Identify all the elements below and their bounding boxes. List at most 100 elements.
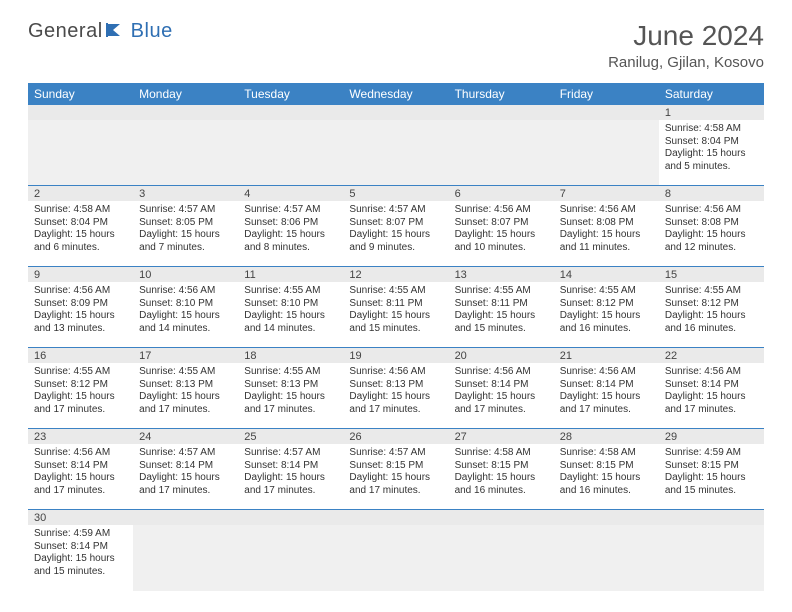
day-number bbox=[133, 510, 238, 525]
daylight-text: Daylight: 15 hours and 11 minutes. bbox=[560, 229, 653, 254]
daylight-text: Daylight: 15 hours and 14 minutes. bbox=[244, 310, 337, 335]
daylight-text: Daylight: 15 hours and 16 minutes. bbox=[560, 310, 653, 335]
daylight-text: Daylight: 15 hours and 6 minutes. bbox=[34, 229, 127, 254]
daylight-text: Daylight: 15 hours and 17 minutes. bbox=[139, 472, 232, 497]
day-number: 12 bbox=[343, 267, 448, 282]
sunrise-text: Sunrise: 4:59 AM bbox=[665, 447, 758, 460]
day-number: 13 bbox=[449, 267, 554, 282]
sunset-text: Sunset: 8:14 PM bbox=[34, 460, 127, 473]
day-cell: Sunrise: 4:55 AMSunset: 8:13 PMDaylight:… bbox=[133, 363, 238, 429]
day-number bbox=[554, 510, 659, 525]
daylight-text: Daylight: 15 hours and 17 minutes. bbox=[455, 391, 548, 416]
day-number: 2 bbox=[28, 186, 133, 201]
day-number bbox=[133, 105, 238, 120]
title-block: June 2024 Ranilug, Gjilan, Kosovo bbox=[608, 20, 764, 71]
day-cell: Sunrise: 4:56 AMSunset: 8:10 PMDaylight:… bbox=[133, 282, 238, 348]
sunrise-text: Sunrise: 4:56 AM bbox=[455, 366, 548, 379]
day-number bbox=[659, 510, 764, 525]
week-daynum-row: 2345678 bbox=[28, 186, 764, 201]
day-cell: Sunrise: 4:55 AMSunset: 8:11 PMDaylight:… bbox=[343, 282, 448, 348]
dayname-wednesday: Wednesday bbox=[343, 83, 448, 105]
sunrise-text: Sunrise: 4:58 AM bbox=[455, 447, 548, 460]
sunset-text: Sunset: 8:14 PM bbox=[455, 379, 548, 392]
day-cell: Sunrise: 4:56 AMSunset: 8:13 PMDaylight:… bbox=[343, 363, 448, 429]
sunrise-text: Sunrise: 4:57 AM bbox=[244, 447, 337, 460]
sunset-text: Sunset: 8:14 PM bbox=[139, 460, 232, 473]
week-row: Sunrise: 4:56 AMSunset: 8:09 PMDaylight:… bbox=[28, 282, 764, 348]
week-row: Sunrise: 4:58 AMSunset: 8:04 PMDaylight:… bbox=[28, 201, 764, 267]
sunrise-text: Sunrise: 4:55 AM bbox=[560, 285, 653, 298]
day-number: 9 bbox=[28, 267, 133, 282]
empty-cell bbox=[238, 120, 343, 186]
day-cell: Sunrise: 4:55 AMSunset: 8:12 PMDaylight:… bbox=[659, 282, 764, 348]
day-number: 1 bbox=[659, 105, 764, 120]
sunrise-text: Sunrise: 4:57 AM bbox=[349, 447, 442, 460]
daylight-text: Daylight: 15 hours and 16 minutes. bbox=[665, 310, 758, 335]
sunrise-text: Sunrise: 4:59 AM bbox=[34, 528, 127, 541]
day-number bbox=[449, 105, 554, 120]
day-cell: Sunrise: 4:57 AMSunset: 8:14 PMDaylight:… bbox=[238, 444, 343, 510]
day-cell: Sunrise: 4:56 AMSunset: 8:14 PMDaylight:… bbox=[449, 363, 554, 429]
day-number: 30 bbox=[28, 510, 133, 525]
sunset-text: Sunset: 8:04 PM bbox=[665, 136, 758, 149]
day-number: 6 bbox=[449, 186, 554, 201]
day-number: 29 bbox=[659, 429, 764, 444]
daylight-text: Daylight: 15 hours and 16 minutes. bbox=[560, 472, 653, 497]
daylight-text: Daylight: 15 hours and 12 minutes. bbox=[665, 229, 758, 254]
logo-flag-icon bbox=[106, 22, 128, 43]
day-cell: Sunrise: 4:58 AMSunset: 8:04 PMDaylight:… bbox=[659, 120, 764, 186]
week-row: Sunrise: 4:56 AMSunset: 8:14 PMDaylight:… bbox=[28, 444, 764, 510]
sunrise-text: Sunrise: 4:56 AM bbox=[34, 447, 127, 460]
day-number bbox=[343, 105, 448, 120]
sunrise-text: Sunrise: 4:55 AM bbox=[139, 366, 232, 379]
week-row: Sunrise: 4:59 AMSunset: 8:14 PMDaylight:… bbox=[28, 525, 764, 591]
empty-cell bbox=[238, 525, 343, 591]
dayname-saturday: Saturday bbox=[659, 83, 764, 105]
daylight-text: Daylight: 15 hours and 15 minutes. bbox=[349, 310, 442, 335]
sunrise-text: Sunrise: 4:58 AM bbox=[560, 447, 653, 460]
day-number bbox=[238, 105, 343, 120]
empty-cell bbox=[133, 120, 238, 186]
empty-cell bbox=[554, 525, 659, 591]
daylight-text: Daylight: 15 hours and 15 minutes. bbox=[34, 553, 127, 578]
day-cell: Sunrise: 4:56 AMSunset: 8:07 PMDaylight:… bbox=[449, 201, 554, 267]
sunset-text: Sunset: 8:13 PM bbox=[139, 379, 232, 392]
sunset-text: Sunset: 8:12 PM bbox=[560, 298, 653, 311]
day-cell: Sunrise: 4:58 AMSunset: 8:15 PMDaylight:… bbox=[554, 444, 659, 510]
day-cell: Sunrise: 4:56 AMSunset: 8:08 PMDaylight:… bbox=[554, 201, 659, 267]
dayname-sunday: Sunday bbox=[28, 83, 133, 105]
empty-cell bbox=[449, 120, 554, 186]
day-cell: Sunrise: 4:56 AMSunset: 8:14 PMDaylight:… bbox=[28, 444, 133, 510]
daylight-text: Daylight: 15 hours and 15 minutes. bbox=[455, 310, 548, 335]
day-cell: Sunrise: 4:57 AMSunset: 8:07 PMDaylight:… bbox=[343, 201, 448, 267]
day-number: 4 bbox=[238, 186, 343, 201]
daylight-text: Daylight: 15 hours and 17 minutes. bbox=[349, 472, 442, 497]
sunset-text: Sunset: 8:04 PM bbox=[34, 217, 127, 230]
day-number: 22 bbox=[659, 348, 764, 363]
day-number: 18 bbox=[238, 348, 343, 363]
day-number: 28 bbox=[554, 429, 659, 444]
daylight-text: Daylight: 15 hours and 17 minutes. bbox=[244, 472, 337, 497]
location-subtitle: Ranilug, Gjilan, Kosovo bbox=[608, 54, 764, 71]
sunset-text: Sunset: 8:15 PM bbox=[560, 460, 653, 473]
week-daynum-row: 16171819202122 bbox=[28, 348, 764, 363]
day-number: 24 bbox=[133, 429, 238, 444]
sunrise-text: Sunrise: 4:55 AM bbox=[244, 285, 337, 298]
sunset-text: Sunset: 8:11 PM bbox=[349, 298, 442, 311]
day-number: 26 bbox=[343, 429, 448, 444]
sunset-text: Sunset: 8:08 PM bbox=[665, 217, 758, 230]
daylight-text: Daylight: 15 hours and 17 minutes. bbox=[349, 391, 442, 416]
sunrise-text: Sunrise: 4:55 AM bbox=[455, 285, 548, 298]
sunset-text: Sunset: 8:14 PM bbox=[665, 379, 758, 392]
daylight-text: Daylight: 15 hours and 17 minutes. bbox=[560, 391, 653, 416]
sunrise-text: Sunrise: 4:55 AM bbox=[349, 285, 442, 298]
day-number: 19 bbox=[343, 348, 448, 363]
day-number: 5 bbox=[343, 186, 448, 201]
day-cell: Sunrise: 4:56 AMSunset: 8:14 PMDaylight:… bbox=[659, 363, 764, 429]
sunset-text: Sunset: 8:13 PM bbox=[349, 379, 442, 392]
sunrise-text: Sunrise: 4:56 AM bbox=[560, 204, 653, 217]
sunset-text: Sunset: 8:15 PM bbox=[349, 460, 442, 473]
day-cell: Sunrise: 4:55 AMSunset: 8:12 PMDaylight:… bbox=[28, 363, 133, 429]
day-cell: Sunrise: 4:59 AMSunset: 8:14 PMDaylight:… bbox=[28, 525, 133, 591]
week-daynum-row: 23242526272829 bbox=[28, 429, 764, 444]
